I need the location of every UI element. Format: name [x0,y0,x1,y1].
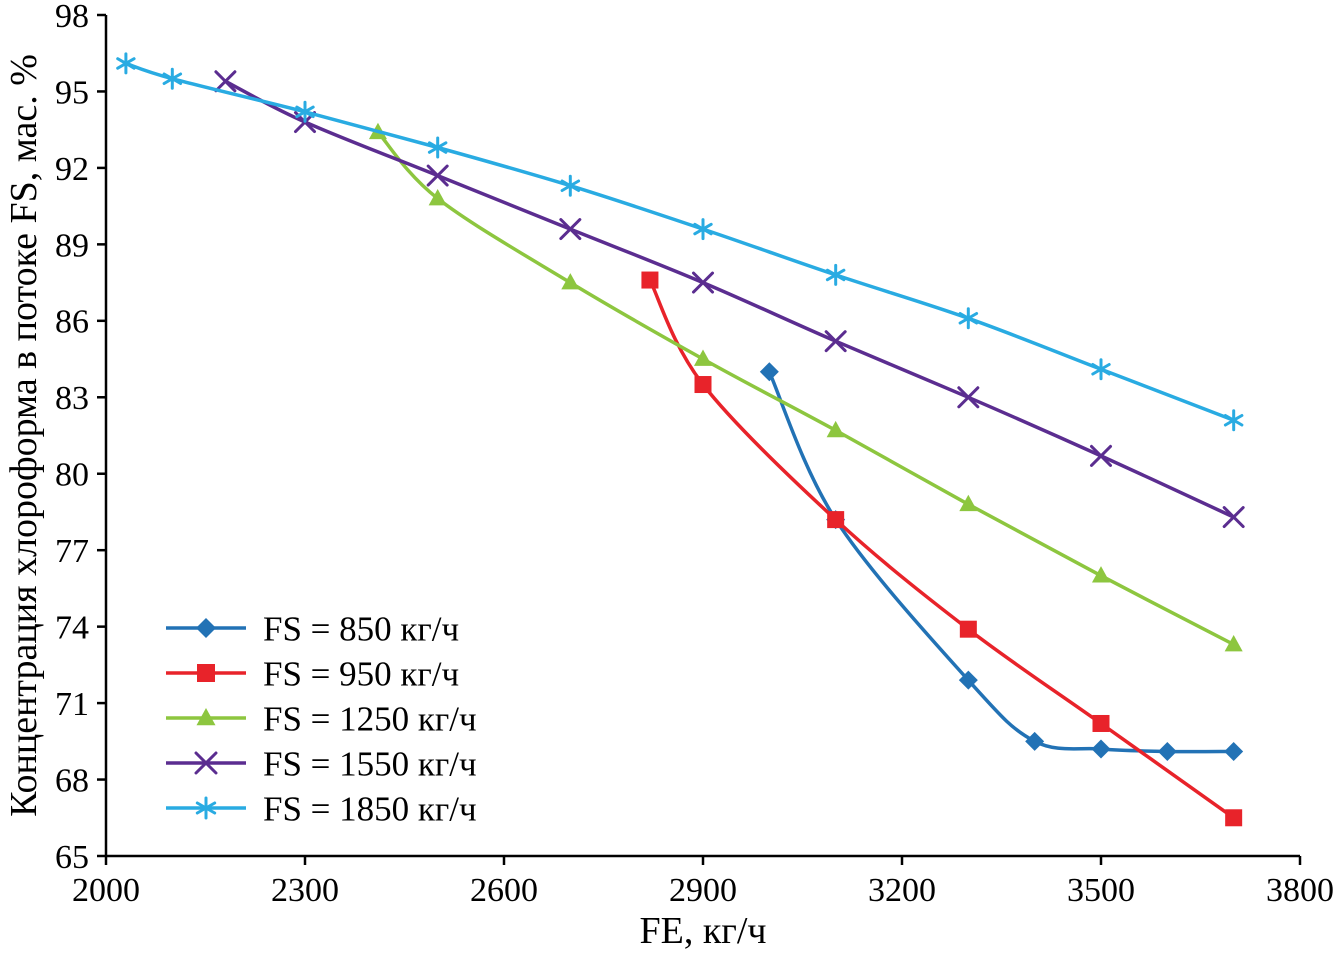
x-tick-label: 2000 [72,872,140,909]
legend-item: FS = 1550 кг/ч [166,744,477,783]
asterisk-marker-icon [560,174,581,197]
series-fs-1550 [214,70,1245,529]
legend-item: FS = 850 кг/ч [166,609,459,648]
x-marker-icon [1222,506,1245,529]
x-marker-icon [957,386,980,409]
series-line [224,79,1235,519]
legend-label: FS = 1250 кг/ч [263,699,477,738]
series-fs-850 [759,362,1244,762]
x-marker-icon [1090,444,1112,467]
asterisk-marker-icon [825,263,846,286]
asterisk-marker-icon [1091,358,1111,381]
series-fs-1850 [116,52,1244,432]
x-marker-icon [214,70,237,93]
y-tick-label: 89 [55,227,89,264]
x-tick-label: 3500 [1067,872,1135,909]
x-tick-label: 2300 [271,872,339,909]
x-marker-icon [426,164,449,187]
x-tick-label: 2900 [669,872,737,909]
triangle-marker-icon [826,420,845,438]
triangle-marker-icon [1224,634,1243,652]
asterisk-marker-icon [693,218,713,241]
triangle-marker-icon [959,494,978,512]
diamond-marker-icon [1091,739,1111,759]
series-fs-1250 [368,122,1243,652]
asterisk-marker-icon [427,136,448,159]
y-tick-label: 92 [55,151,89,188]
legend-label: FS = 1850 кг/ч [263,789,477,828]
asterisk-marker-icon [295,100,315,123]
x-axis-title: FE, кг/ч [639,910,766,952]
y-tick-label: 98 [55,0,89,35]
y-tick-label: 68 [55,762,89,799]
legend-item: FS = 1850 кг/ч [166,789,477,828]
diamond-marker-icon [196,618,216,638]
tick-labels: 2000 2300 2600 2900 3200 3500 3800 65 68 71 74 77 80… [55,0,1334,909]
legend-item: FS = 950 кг/ч [166,654,459,693]
x-marker-icon [824,330,847,353]
square-marker-icon [694,376,712,394]
y-tick-label: 80 [55,457,89,494]
square-marker-icon [197,664,215,682]
y-tick-label: 65 [55,839,89,876]
diamond-marker-icon [1025,731,1045,751]
square-marker-icon [1225,809,1243,827]
triangle-marker-icon [196,708,216,726]
y-tick-label: 74 [55,610,89,647]
series-line [125,61,1235,422]
axes [97,13,1302,865]
y-tick-label: 86 [55,304,89,341]
triangle-marker-icon [428,188,447,206]
legend-label: FS = 850 кг/ч [263,609,459,648]
triangle-marker-icon [693,349,713,366]
legend-label: FS = 1550 кг/ч [263,744,477,783]
y-tick-label: 83 [55,380,89,417]
legend: FS = 850 кг/ч FS = 950 кг/ч FS = 1250 кг/ч… [166,609,477,828]
y-tick-label: 77 [55,533,89,570]
asterisk-marker-icon [116,52,136,75]
x-marker-icon [559,218,582,241]
diamond-marker-icon [1224,742,1244,762]
y-tick-label: 95 [55,74,89,111]
triangle-marker-icon [561,273,580,290]
asterisk-marker-icon [162,67,183,90]
square-marker-icon [959,620,977,638]
series-line [648,279,1235,820]
x-tick-label: 3200 [868,872,936,909]
diamond-marker-icon [958,670,978,690]
series-fs-950 [641,271,1243,827]
diamond-marker-icon [759,362,779,382]
square-marker-icon [1092,714,1110,732]
x-tick-label: 2600 [470,872,538,909]
square-marker-icon [827,511,845,529]
series-line [376,131,1235,647]
asterisk-marker-icon [1223,409,1244,432]
x-marker-icon [692,271,714,294]
triangle-marker-icon [1091,566,1111,583]
x-tick-label: 3800 [1266,872,1334,909]
square-marker-icon [641,271,659,289]
legend-item: FS = 1250 кг/ч [166,699,477,738]
legend-label: FS = 950 кг/ч [263,654,459,693]
diamond-marker-icon [1157,742,1177,762]
asterisk-marker-icon [958,307,979,330]
asterisk-marker-icon [195,796,217,820]
x-marker-icon [194,751,218,775]
y-tick-label: 71 [55,686,89,723]
y-axis-title: Концентрация хлороформа в потоке FS, мас… [3,54,45,817]
